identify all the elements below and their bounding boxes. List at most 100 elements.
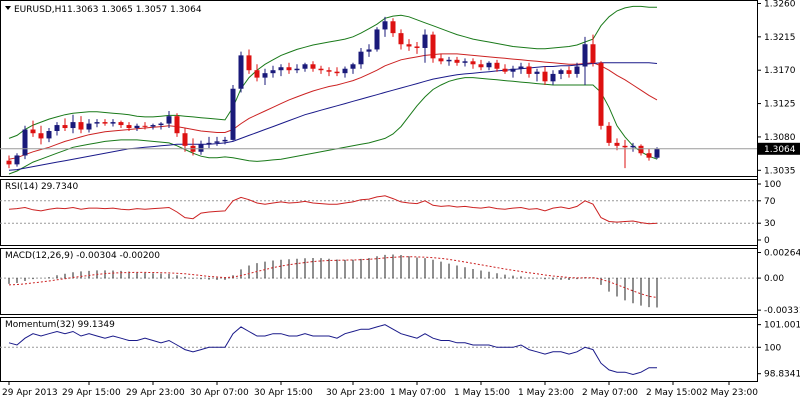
price-tick-label: 1.3260	[764, 0, 796, 9]
candle-body	[406, 44, 412, 47]
candle-body	[326, 70, 332, 72]
candle-body	[574, 66, 580, 74]
candle-body	[590, 44, 596, 63]
chart-symbol: EURUSD,H1	[14, 5, 67, 15]
time-tick-label: 1 May 15:00	[454, 388, 510, 398]
candle-body	[654, 148, 660, 158]
candle-body	[414, 46, 420, 48]
time-tick-label: 29 Apr 2013	[2, 388, 58, 398]
momentum-line	[8, 324, 657, 376]
candle-body	[350, 64, 356, 69]
rsi-tick-label: 100	[764, 180, 781, 190]
candle-body	[534, 71, 540, 74]
time-tick-label: 30 Apr 07:00	[190, 388, 249, 398]
candle-body	[94, 122, 100, 124]
candle-body	[222, 139, 228, 142]
candle-body	[262, 73, 268, 78]
candle-body	[62, 125, 68, 129]
candle-body	[134, 125, 140, 129]
candle-body	[358, 51, 364, 65]
time-tick-label: 2 May 15:00	[646, 388, 702, 398]
price-tick-label: 1.3125	[764, 100, 796, 110]
time-tick-label: 1 May 23:00	[518, 388, 574, 398]
time-tick-label: 2 May 23:00	[702, 388, 758, 398]
candle-body	[598, 62, 604, 126]
price-tick-label: 1.3035	[764, 166, 796, 176]
candle-body	[318, 68, 324, 71]
time-tick-label: 29 Apr 15:00	[62, 388, 121, 398]
time-tick-label: 30 Apr 23:00	[326, 388, 385, 398]
chart-ohlc: 1.3063 1.3065 1.3057 1.3064	[67, 5, 202, 15]
candle-body	[230, 88, 236, 140]
candle-body	[518, 66, 524, 69]
candle-body	[390, 21, 396, 34]
candle-body	[438, 58, 444, 62]
time-tick-label: 1 May 07:00	[390, 388, 446, 398]
candle-body	[478, 64, 484, 68]
chart-marks: 1.3064	[0, 5, 800, 376]
candle-body	[486, 62, 492, 68]
candle-body	[6, 160, 12, 165]
candle-body	[462, 61, 468, 63]
momentum-tick-label: 98.8341	[764, 370, 800, 380]
candle-body	[510, 68, 516, 72]
candle-body	[158, 123, 164, 126]
candle-body	[614, 142, 620, 146]
current-price-label: 1.3064	[764, 145, 796, 155]
candle-body	[542, 71, 548, 82]
candle-body	[238, 55, 244, 89]
candle-body	[550, 73, 556, 82]
candle-body	[342, 68, 348, 74]
candle-body	[86, 123, 92, 130]
macd-tick-label: 0.00	[764, 274, 784, 284]
candle-body	[142, 125, 148, 127]
candle-body	[526, 66, 532, 74]
candle-body	[166, 116, 172, 124]
candle-body	[278, 67, 284, 71]
collapse-triangle-icon[interactable]	[5, 6, 11, 10]
candle-body	[126, 125, 132, 129]
candle-body	[294, 68, 300, 71]
candle-body	[286, 67, 292, 71]
moving-average-fast-line	[8, 53, 658, 160]
candle-body	[206, 142, 212, 145]
moving-average-slow-line	[8, 62, 658, 171]
price-tick-label: 1.3080	[764, 133, 796, 143]
candle-body	[22, 129, 28, 156]
candle-body	[566, 70, 572, 74]
candle-body	[638, 145, 644, 154]
rsi-title: RSI(14) 29.7340	[5, 182, 78, 192]
candle-body	[150, 125, 156, 127]
candle-body	[494, 62, 500, 69]
time-tick-label: 29 Apr 23:00	[126, 388, 185, 398]
candle-body	[422, 34, 428, 48]
candle-body	[582, 44, 588, 67]
candle-body	[558, 70, 564, 74]
rsi-line	[8, 195, 658, 225]
candle-body	[646, 153, 652, 158]
momentum-tick-label: 101.001	[764, 321, 800, 331]
macd-signal-line	[8, 256, 658, 298]
rsi-tick-label: 30	[764, 219, 776, 229]
candle-body	[310, 64, 316, 69]
candle-body	[246, 55, 252, 71]
candle-body	[118, 122, 124, 126]
bollinger-lower-line	[8, 77, 658, 175]
momentum-tick-label: 100	[764, 343, 781, 353]
candle-body	[46, 131, 52, 139]
candle-body	[270, 70, 276, 74]
rsi-tick-label: 70	[764, 197, 776, 207]
rsi-tick-label: 0	[764, 236, 770, 246]
candle-body	[374, 29, 380, 50]
candle-body	[630, 145, 636, 148]
candle-body	[502, 68, 508, 72]
candle-body	[198, 144, 204, 152]
candle-body	[398, 33, 404, 45]
macd-title: MACD(12,26,9) -0.00304 -0.00200	[5, 251, 160, 261]
candle-body	[454, 59, 460, 63]
time-tick-label: 2 May 07:00	[582, 388, 638, 398]
candle-body	[110, 122, 116, 124]
candle-body	[78, 122, 84, 130]
